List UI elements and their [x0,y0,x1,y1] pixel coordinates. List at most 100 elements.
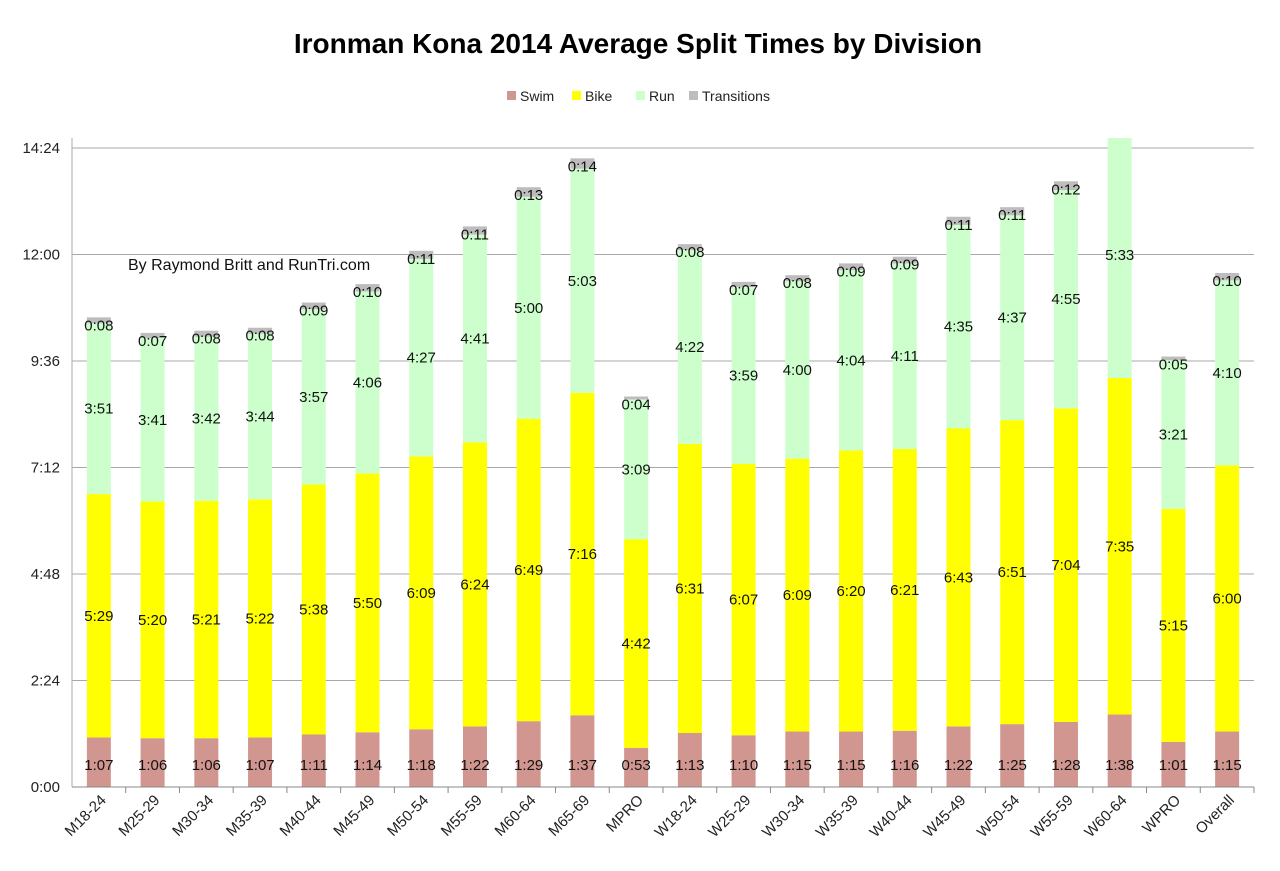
bar-run [570,168,595,393]
data-label-transitions: 0:08 [245,328,274,345]
bar-bike [1000,420,1025,725]
data-label-bike: 6:20 [836,583,865,600]
bar-transitions [248,327,273,334]
data-label-swim: 1:15 [836,757,865,774]
bar-transitions [86,317,111,324]
bar-run [1161,360,1186,509]
data-label-bike: 5:15 [1159,617,1188,634]
data-label-transitions: 0:11 [461,226,489,243]
bar-bike [1161,508,1186,742]
bar-swim [409,729,434,787]
data-label-run: 3:21 [1159,427,1188,444]
data-label-swim: 0:53 [622,757,651,774]
data-label-bike: 6:49 [514,562,543,579]
bar-swim [194,738,219,787]
bar-bike [86,494,111,738]
bar-transitions [785,275,810,282]
data-label-transitions: 0:11 [998,207,1026,224]
data-label-swim: 1:10 [729,757,758,774]
data-label-run: 4:41 [460,330,489,347]
data-label-run: 4:35 [944,319,973,336]
bar-bike [301,484,326,735]
data-label-bike: 6:09 [407,585,436,602]
legend-swatch-bike [572,91,581,100]
data-label-run: 3:57 [299,389,328,406]
data-label-bike: 6:43 [944,569,973,586]
data-label-swim: 1:06 [138,757,167,774]
data-label-bike: 6:24 [460,576,489,593]
data-label-transitions: 0:08 [783,275,812,292]
bar-run [785,281,810,459]
bar-swim [1161,741,1186,787]
bar-swim [1053,721,1078,787]
legend-swatch-transitions [689,91,698,100]
data-label-run: 4:10 [1213,365,1242,382]
data-label-swim: 1:22 [944,757,973,774]
data-label-swim: 1:29 [514,757,543,774]
bar-run [248,333,273,500]
data-label-bike: 5:50 [353,595,382,612]
y-tick-label: 9:36 [31,353,60,370]
data-label-bike: 5:38 [299,602,328,619]
data-label-swim: 1:13 [675,757,704,774]
bar-swim [140,738,165,787]
data-label-transitions: 0:12 [1051,181,1080,198]
data-label-run: 3:59 [729,367,758,384]
bar-transitions [1000,207,1025,216]
bar-transitions [1161,356,1186,361]
data-label-transitions: 0:11 [944,217,972,234]
y-tick-label: 12:00 [22,247,60,264]
legend-swatch-swim [507,91,516,100]
bar-transitions [355,284,380,292]
legend: Swim Bike Run Transitions [507,88,770,104]
data-label-bike: 5:22 [245,610,274,627]
data-label-bike: 6:31 [675,580,704,597]
bar-run [516,196,541,419]
data-label-run: 3:51 [84,401,113,418]
bar-bike [1053,408,1078,722]
data-label-swim: 1:07 [245,757,274,774]
data-label-transitions: 0:04 [622,397,651,414]
bars: 1:07 5:29 3:51 0:08 1:06 5:20 3:41 0:07 1:06 5:21… [84,138,1242,787]
data-label-transitions: 0:13 [514,187,543,204]
bar-bike [355,473,380,733]
bar-bike [516,418,541,722]
legend-label-bike: Bike [585,88,612,104]
bar-swim [462,726,487,787]
data-label-bike: 7:04 [1051,557,1080,574]
data-label-run: 4:04 [836,352,865,369]
bar-run [1053,190,1078,409]
data-label-transitions: 0:07 [729,282,758,299]
bar-run [731,287,756,464]
y-tick-label: 2:24 [31,673,60,690]
bar-swim [946,726,971,787]
bar-swim [355,732,380,787]
data-label-swim: 1:18 [407,757,436,774]
data-label-run: 4:55 [1051,291,1080,308]
bar-swim [86,737,111,787]
bar-transitions [409,250,434,259]
bar-bike [140,501,165,739]
data-label-swim: 1:15 [1213,757,1242,774]
bar-transitions [301,302,326,310]
bar-transitions [731,281,756,288]
bar-swim [677,733,702,787]
bar-run [1000,215,1025,421]
bar-transitions [1215,272,1240,281]
data-label-run: 4:11 [891,348,919,365]
bar-transitions [570,158,595,169]
data-label-transitions: 0:07 [138,333,167,350]
bar-bike [462,442,487,727]
bar-run [1215,280,1240,466]
bar-bike [731,463,756,736]
y-tick-label: 7:12 [31,460,60,477]
bar-bike [248,499,273,738]
bar-run [839,270,864,451]
bar-bike [785,458,810,732]
bar-run [946,224,971,429]
data-label-swim: 1:11 [300,757,328,774]
data-label-transitions: 0:09 [299,303,328,320]
bar-bike [194,500,219,739]
data-label-transitions: 0:08 [84,317,113,334]
legend-label-transitions: Transitions [702,88,770,104]
